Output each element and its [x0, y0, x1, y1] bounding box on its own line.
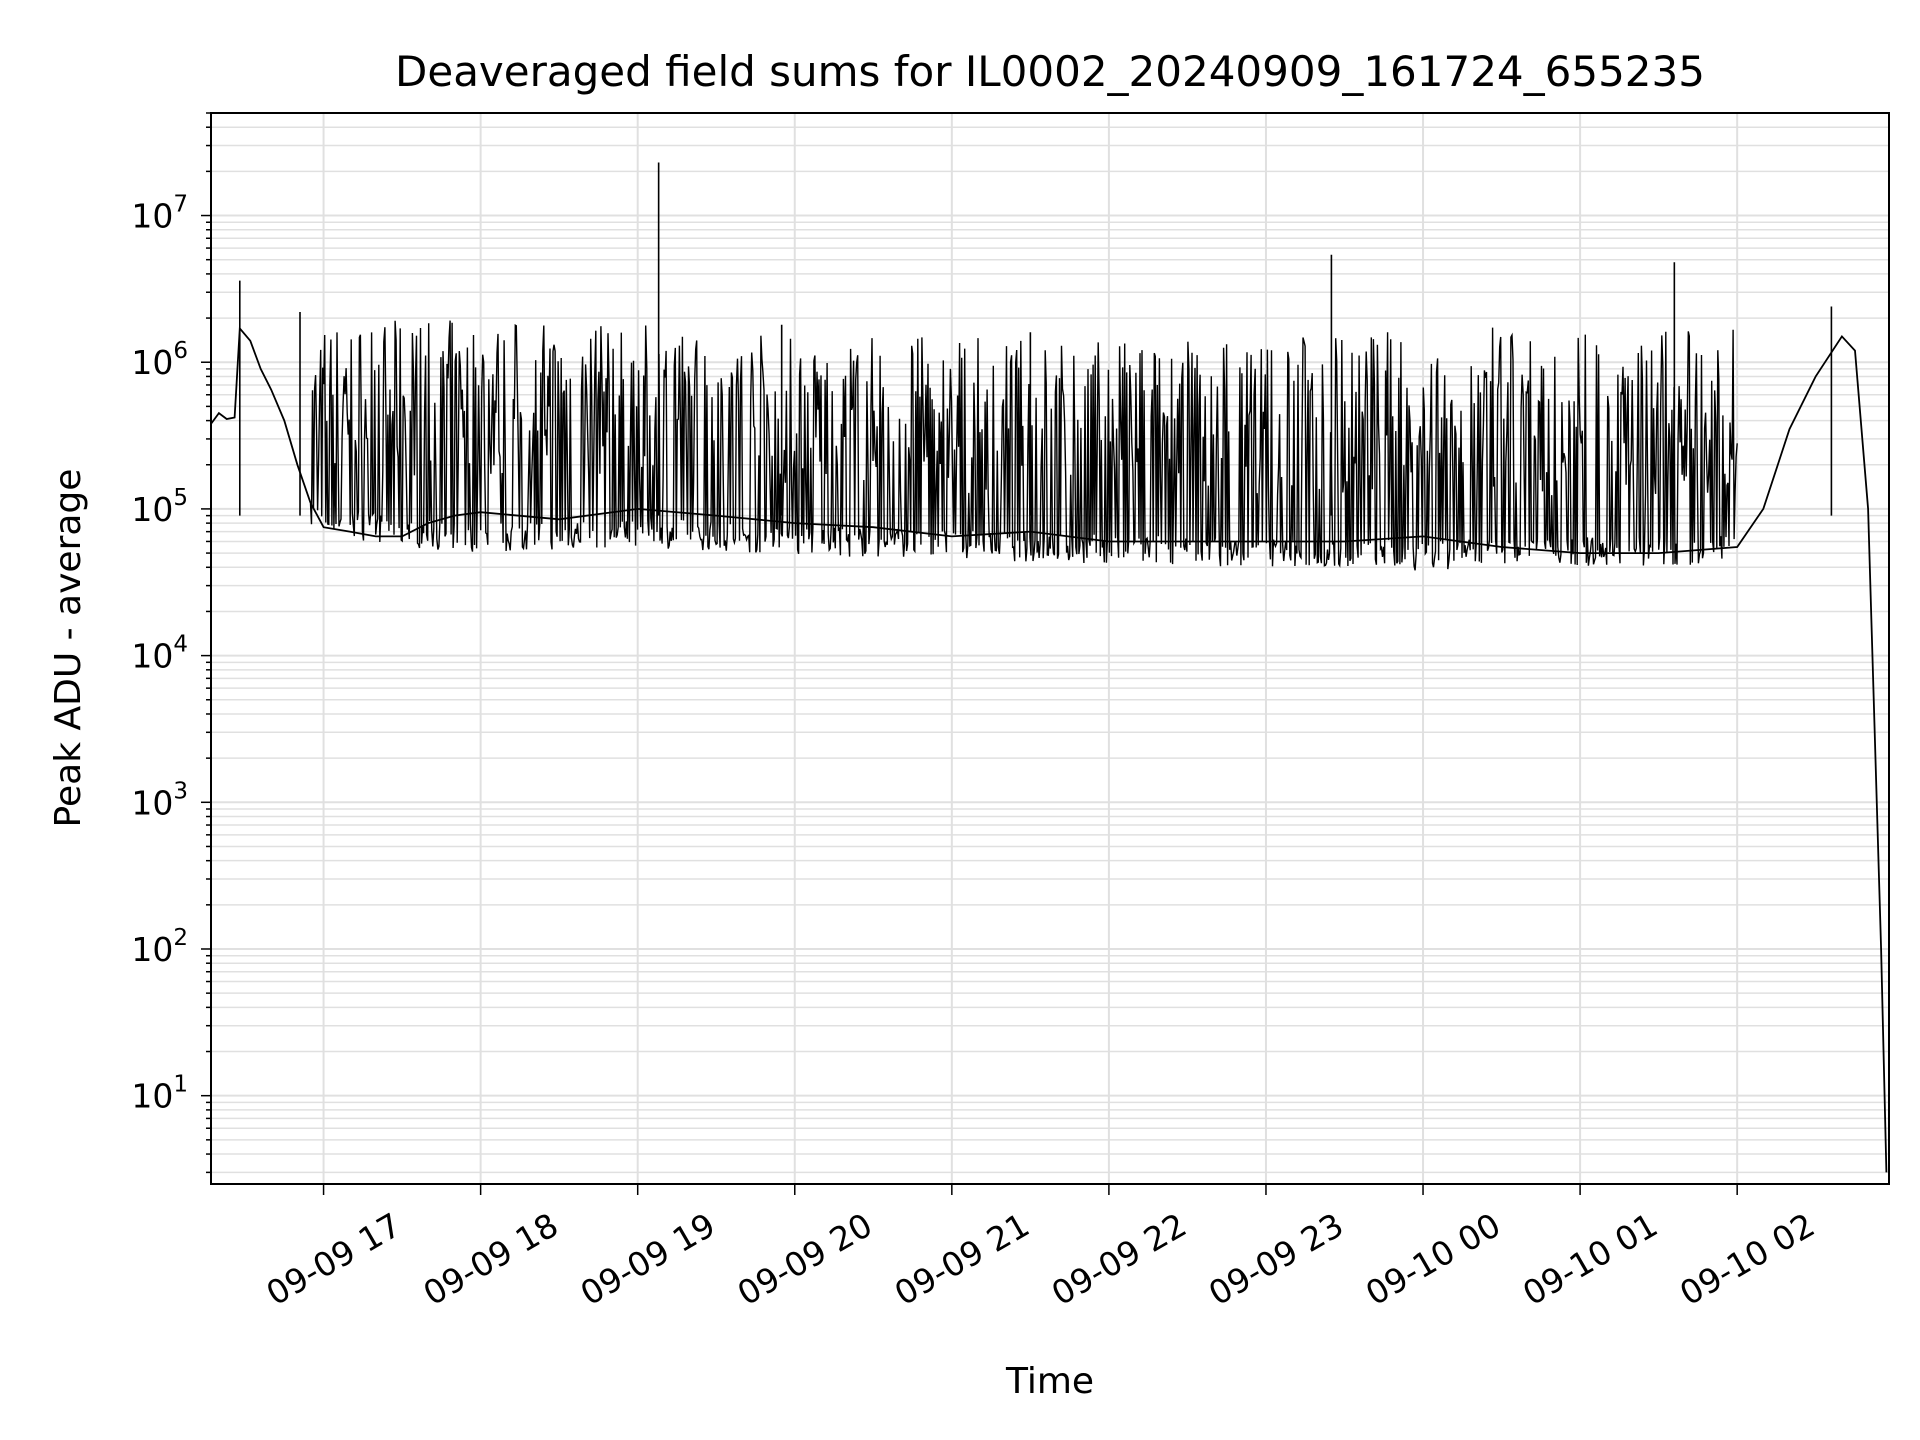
y-tick-label: 106 — [131, 338, 188, 382]
series-band — [309, 320, 1738, 571]
y-axis: 101 102 103 104 105 106 107 — [131, 112, 211, 1174]
y-tick-label: 105 — [131, 485, 188, 529]
y-tick-label: 104 — [131, 632, 188, 676]
x-axis-label: Time — [1005, 1361, 1094, 1402]
chart-title: Deaveraged field sums for IL0002_2024090… — [395, 47, 1705, 96]
data-series — [210, 162, 1888, 1173]
y-tick-label: 107 — [131, 192, 188, 236]
y-tick-label: 101 — [131, 1072, 188, 1116]
y-axis-label: Peak ADU - average — [48, 469, 89, 828]
series-line — [210, 326, 1888, 1173]
plot-frame — [210, 112, 1890, 1185]
y-tick-label: 102 — [131, 925, 188, 969]
y-tick-label: 103 — [131, 778, 188, 822]
grid — [211, 112, 1889, 1184]
